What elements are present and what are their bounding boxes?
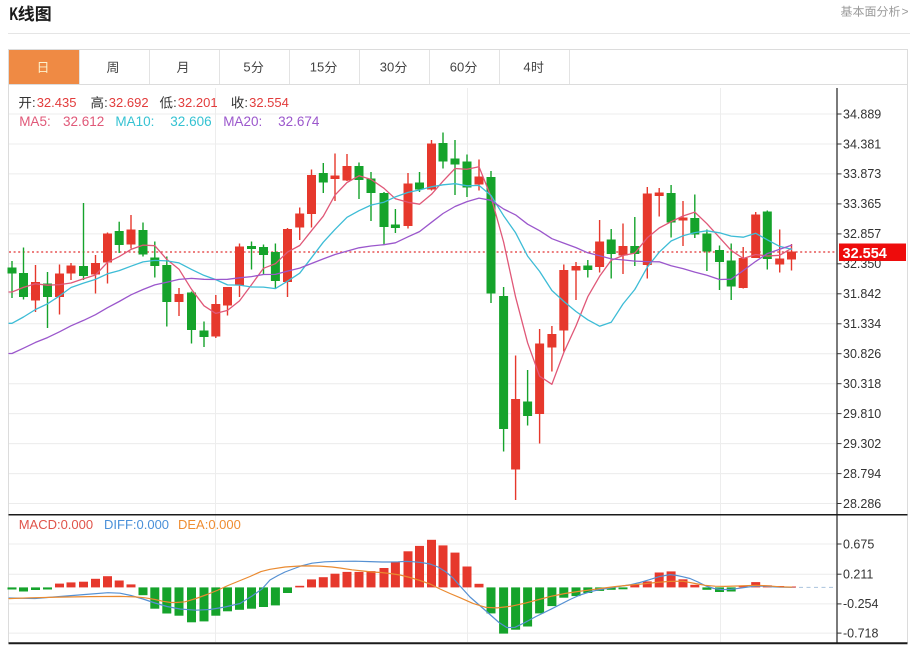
svg-text:32.857: 32.857	[843, 227, 881, 241]
svg-text:>: >	[902, 5, 909, 19]
svg-text:-0.254: -0.254	[843, 597, 878, 611]
svg-text:30.318: 30.318	[843, 377, 881, 391]
svg-text:32.692: 32.692	[109, 95, 149, 110]
svg-text:0.211: 0.211	[843, 568, 873, 582]
svg-text:29.810: 29.810	[843, 407, 881, 421]
svg-text:0.675: 0.675	[843, 537, 874, 551]
svg-text:DIFF:0.000: DIFF:0.000	[104, 517, 169, 532]
svg-text:33.873: 33.873	[843, 167, 881, 181]
svg-text:34.381: 34.381	[843, 137, 881, 151]
svg-text::: :	[104, 95, 108, 110]
svg-text::: :	[244, 95, 248, 110]
svg-text:DEA:0.000: DEA:0.000	[178, 517, 241, 532]
svg-text:32.435: 32.435	[37, 95, 77, 110]
svg-text::: :	[32, 95, 36, 110]
svg-text:31.334: 31.334	[843, 317, 881, 331]
svg-text:28.286: 28.286	[843, 497, 881, 511]
svg-text:29.302: 29.302	[843, 437, 881, 451]
svg-text:30.826: 30.826	[843, 347, 881, 361]
svg-text:34.889: 34.889	[843, 107, 881, 121]
svg-text:32.201: 32.201	[178, 95, 218, 110]
svg-text:60: 60	[450, 60, 464, 75]
svg-text::: :	[173, 95, 177, 110]
svg-text:28.794: 28.794	[843, 467, 881, 481]
svg-text:5: 5	[243, 60, 250, 75]
svg-text:30: 30	[380, 60, 394, 75]
svg-text:33.365: 33.365	[843, 197, 881, 211]
svg-text:32.554: 32.554	[249, 95, 289, 110]
svg-text:MACD:0.000: MACD:0.000	[19, 517, 93, 532]
svg-text:32.554: 32.554	[843, 246, 887, 262]
svg-text:31.842: 31.842	[843, 287, 881, 301]
svg-text:4: 4	[523, 60, 530, 75]
svg-text:15: 15	[310, 60, 324, 75]
svg-text:-0.718: -0.718	[843, 626, 878, 640]
